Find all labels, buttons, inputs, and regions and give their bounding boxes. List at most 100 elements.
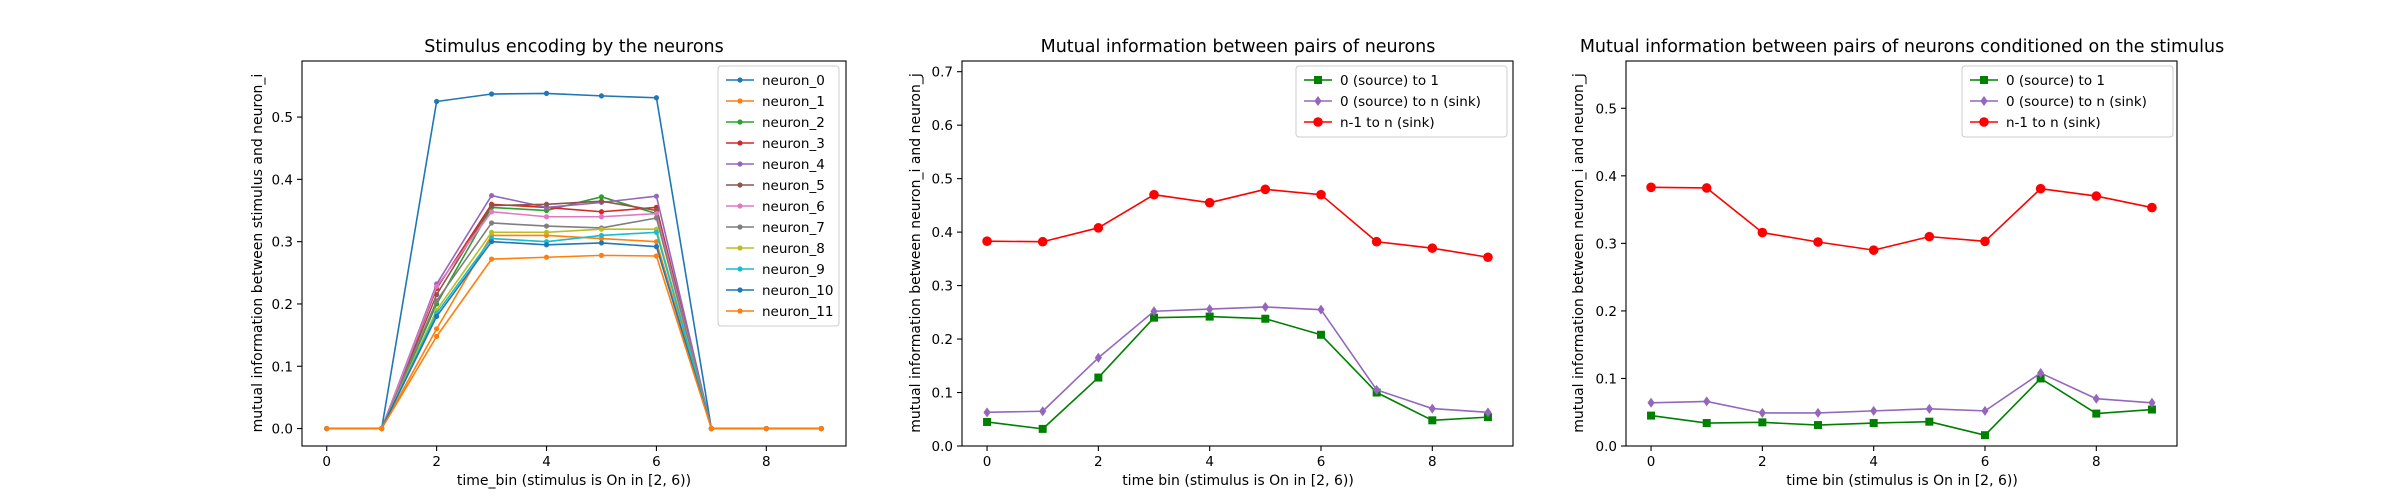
legend-label: 0 (source) to 1	[2006, 73, 2105, 89]
data-point	[1261, 314, 1270, 323]
legend-swatch-marker	[1313, 117, 1323, 127]
series-0-source-to-1	[1647, 374, 2156, 440]
data-point	[2147, 405, 2156, 414]
y-tick-label: 0.3	[272, 235, 293, 251]
legend-frame	[717, 65, 840, 327]
series-line	[1651, 372, 2153, 414]
data-point	[763, 425, 769, 432]
data-point	[488, 91, 495, 97]
data-point	[1870, 405, 1878, 416]
data-point	[1980, 431, 1989, 440]
data-point	[1814, 407, 1822, 418]
data-point	[488, 229, 495, 235]
data-point	[818, 425, 824, 432]
data-point	[1757, 227, 1768, 238]
legend-swatch-marker	[737, 308, 743, 314]
x-tick-label: 4	[1205, 454, 1214, 470]
x-tick-label: 2	[1758, 454, 1767, 470]
data-point	[543, 214, 550, 220]
data-point	[1758, 407, 1766, 418]
y-tick-label: 0.1	[272, 359, 293, 375]
legend-label: neuron_2	[762, 115, 825, 131]
data-point	[543, 223, 550, 229]
x-tick-label: 4	[542, 454, 551, 470]
data-point	[1646, 182, 1656, 193]
data-point	[488, 256, 495, 262]
data-point	[488, 209, 495, 215]
data-point	[653, 239, 660, 245]
legend-item: n-1 to n (sink)	[1304, 115, 1435, 131]
data-point	[653, 193, 660, 199]
data-point	[598, 214, 605, 220]
data-point	[434, 326, 440, 332]
data-point	[2148, 397, 2156, 408]
legend-swatch-marker	[1314, 76, 1322, 84]
panel-stimulus-encoding: Stimulus encoding by the neurons time_bi…	[250, 37, 847, 489]
legend-item: 0 (source) to 1	[1304, 73, 1439, 89]
data-point	[1094, 373, 1103, 382]
legend: 0 (source) to 1 0 (source) to n (sink) n-1…	[1961, 65, 2174, 138]
x-axis-ticks: 0 2 4 6 8	[983, 446, 1437, 470]
legend-swatch-marker	[737, 140, 743, 146]
legend-item: 0 (source) to n (sink)	[1304, 94, 1481, 110]
data-point	[1924, 231, 1935, 242]
x-tick-label: 6	[1981, 454, 1990, 470]
legend-label: 0 (source) to n (sink)	[1340, 94, 1481, 110]
x-axis-ticks: 0 2 4 6 8	[322, 446, 771, 470]
data-point	[1428, 416, 1437, 425]
y-axis-label: mutual information between stimulus and …	[250, 74, 266, 433]
legend-item: neuron_4	[726, 157, 825, 173]
legend-label: neuron_7	[762, 220, 825, 236]
legend-label: neuron_11	[762, 304, 833, 320]
x-tick-label: 4	[1869, 454, 1878, 470]
legend-item: neuron_11	[726, 304, 833, 320]
data-point	[598, 240, 605, 246]
y-tick-label: 0.1	[932, 386, 953, 402]
data-point	[653, 215, 660, 221]
y-axis-ticks: 0.0 0.1 0.2 0.3 0.4 0.5	[272, 110, 302, 438]
data-point	[1483, 252, 1493, 263]
data-point	[2092, 393, 2100, 404]
data-point	[2092, 409, 2101, 418]
data-point	[1371, 236, 1382, 247]
data-point	[543, 254, 550, 260]
legend-label: 0 (source) to n (sink)	[2006, 94, 2147, 110]
y-tick-label: 0.7	[932, 65, 953, 81]
legend-item: 0 (source) to 1	[1970, 73, 2105, 89]
data-point	[1701, 183, 1712, 193]
series-group	[982, 184, 1493, 433]
y-tick-label: 0.4	[932, 225, 953, 241]
data-point	[1316, 330, 1325, 339]
legend-label: neuron_5	[762, 178, 825, 194]
series-line	[326, 254, 822, 430]
data-point	[653, 253, 660, 259]
legend-frame	[1961, 65, 2174, 138]
legend-swatch-marker	[737, 266, 743, 272]
data-point	[2147, 202, 2157, 213]
data-point	[653, 229, 660, 235]
data-point	[1428, 403, 1436, 414]
data-point	[1037, 236, 1048, 247]
legend-swatch-marker	[737, 161, 743, 167]
data-point	[982, 236, 992, 247]
data-point	[1094, 352, 1102, 363]
legend-label: neuron_9	[762, 262, 825, 278]
series-neuron-11	[324, 252, 824, 432]
x-tick-label: 8	[2092, 454, 2101, 470]
data-point	[1869, 419, 1878, 428]
legend-item: neuron_8	[726, 241, 825, 257]
legend-label: neuron_0	[762, 73, 825, 89]
series-n-1-to-n-sink	[982, 184, 1493, 263]
legend-swatch-marker	[737, 287, 743, 293]
data-point	[653, 244, 660, 250]
y-tick-label: 0.3	[1596, 236, 1617, 252]
chart-title: Mutual information between pairs of neur…	[1041, 37, 1436, 57]
data-point	[708, 425, 714, 432]
data-point	[1647, 397, 1655, 408]
series-line	[987, 306, 1489, 414]
data-point	[1981, 405, 1989, 416]
data-point	[598, 226, 605, 232]
x-axis-ticks: 0 2 4 6 8	[1647, 446, 2101, 470]
data-point	[434, 298, 440, 304]
